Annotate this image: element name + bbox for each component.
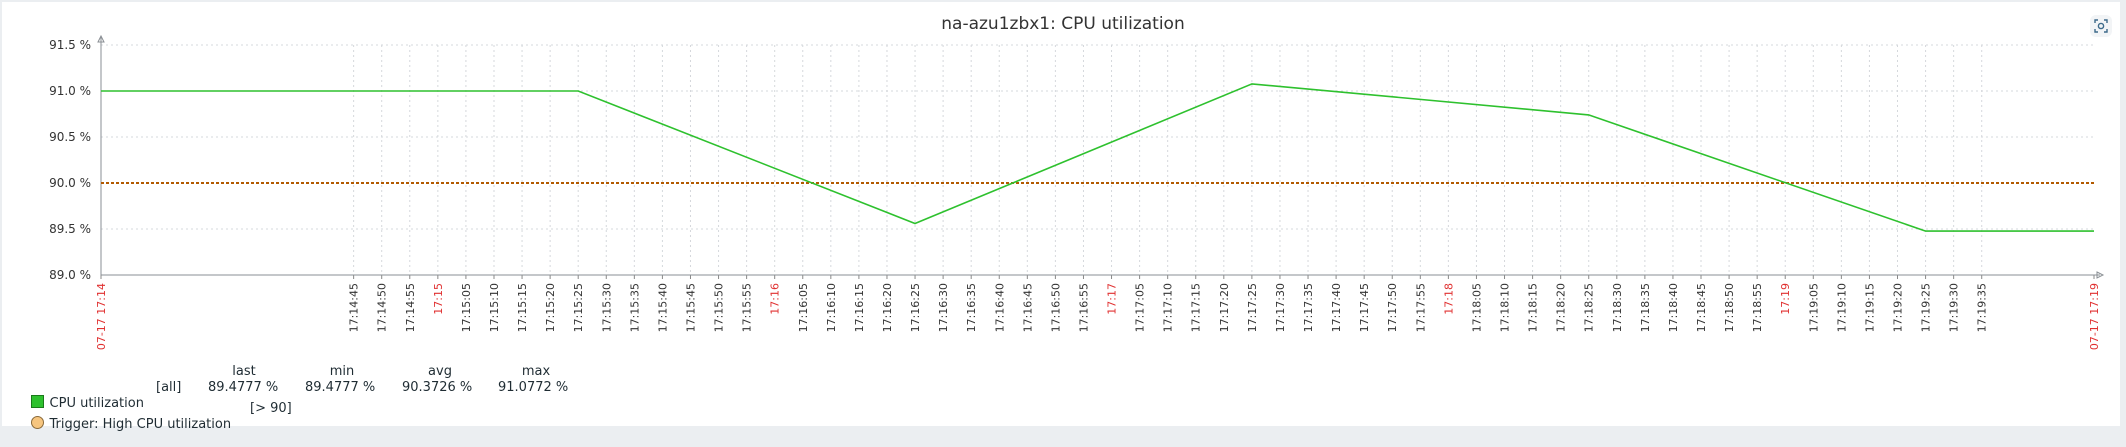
x-tick-label: 17:15:15 bbox=[516, 283, 529, 332]
x-tick-label: 17:14:55 bbox=[404, 283, 417, 332]
x-tick-label: 17:16:10 bbox=[825, 283, 838, 332]
screenshot-icon bbox=[2094, 19, 2108, 33]
x-tick-label: 17:17:55 bbox=[1414, 283, 1427, 332]
chart-title: na-azu1zbx1: CPU utilization bbox=[941, 14, 1185, 34]
x-tick-label: 17:17:40 bbox=[1330, 283, 1343, 332]
x-tick-label: 17:15:25 bbox=[572, 283, 585, 332]
y-tick-label: 90.5 % bbox=[49, 130, 91, 144]
x-tick-label: 17:18:15 bbox=[1527, 283, 1540, 332]
x-tick-label: 17:19:30 bbox=[1948, 283, 1961, 332]
x-tick-label: 17:16:30 bbox=[937, 283, 950, 332]
x-tick-label: 17:18:30 bbox=[1611, 283, 1624, 332]
legend-header-max: max bbox=[521, 364, 551, 379]
x-tick-label: 17:19:15 bbox=[1863, 283, 1876, 332]
legend-header-last: last bbox=[232, 364, 256, 379]
x-tick-label: 17:17 bbox=[1106, 283, 1119, 315]
series-line-cpu-utilization bbox=[101, 83, 2094, 232]
x-tick-label: 17:18:50 bbox=[1723, 283, 1736, 332]
x-tick-label: 07-17 17:14 bbox=[95, 283, 108, 350]
series-color-swatch bbox=[30, 395, 44, 408]
x-tick-label: 17:19:10 bbox=[1835, 283, 1848, 332]
legend-header-avg: avg bbox=[428, 364, 452, 379]
y-tick-label: 91.5 % bbox=[49, 38, 91, 52]
x-tick-label: 17:15:55 bbox=[741, 283, 754, 332]
x-tick-label: 17:16:05 bbox=[797, 283, 810, 332]
x-tick-label: 17:19:05 bbox=[1807, 283, 1820, 332]
x-tick-label: 17:15:10 bbox=[488, 283, 501, 332]
x-tick-label: 17:17:35 bbox=[1302, 283, 1315, 332]
legend-trigger-name: Trigger: High CPU utilization bbox=[49, 417, 232, 432]
x-axis-arrow bbox=[2096, 271, 2105, 279]
x-tick-label: 17:18:35 bbox=[1639, 283, 1652, 332]
y-tick-label: 90.0 % bbox=[49, 176, 91, 190]
x-tick-label: 17:15:50 bbox=[713, 283, 726, 332]
x-tick-label: 17:17:25 bbox=[1246, 283, 1259, 332]
x-tick-label: 17:15:40 bbox=[656, 283, 669, 332]
screenshot-button[interactable] bbox=[2090, 15, 2112, 37]
legend-series-name: CPU utilization bbox=[49, 396, 144, 411]
x-tick-label: 07-17 17:19 bbox=[2088, 283, 2101, 350]
cpu-utilization-chart: 91.5 % 91.0 % 90.5 % 90.0 % 89.5 % 89.0 % 07-1… bbox=[49, 34, 2105, 350]
legend-row-trigger: Trigger: High CPU utilization bbox=[14, 401, 231, 447]
legend-series-last: 89.4777 % bbox=[208, 380, 279, 395]
y-tick-label: 89.5 % bbox=[49, 222, 91, 236]
x-tick-label: 17:18:45 bbox=[1695, 283, 1708, 332]
x-tick-label: 17:19:25 bbox=[1920, 283, 1933, 332]
y-axis-arrow bbox=[97, 34, 105, 43]
x-tick-label: 17:16:25 bbox=[909, 283, 922, 332]
x-tick-label: 17:19:20 bbox=[1892, 283, 1905, 332]
legend-trigger-condition: [> 90] bbox=[250, 401, 292, 416]
x-tick-label: 17:16:20 bbox=[881, 283, 894, 332]
legend-series-avg: 90.3726 % bbox=[402, 380, 473, 395]
x-tick-label: 17:18:10 bbox=[1499, 283, 1512, 332]
x-tick-label: 17:16:50 bbox=[1049, 283, 1062, 332]
legend-header-min: min bbox=[329, 364, 355, 379]
graph-panel bbox=[2, 2, 2120, 426]
x-tick-label: 17:18 bbox=[1442, 283, 1455, 315]
y-tick-label: 89.0 % bbox=[49, 268, 91, 282]
x-tick-label: 17:18:05 bbox=[1470, 283, 1483, 332]
x-tick-label: 17:16 bbox=[769, 283, 782, 315]
legend-series-max: 91.0772 % bbox=[498, 380, 569, 395]
x-tick-label: 17:16:55 bbox=[1077, 283, 1090, 332]
x-tick-label: 17:17:15 bbox=[1190, 283, 1203, 332]
x-tick-label: 17:16:45 bbox=[1021, 283, 1034, 332]
x-tick-label: 17:19:35 bbox=[1976, 283, 1989, 332]
x-tick-label: 17:18:55 bbox=[1751, 283, 1764, 332]
x-tick-label: 17:18:25 bbox=[1583, 283, 1596, 332]
x-tick-label: 17:15:30 bbox=[600, 283, 613, 332]
x-tick-label: 17:18:20 bbox=[1555, 283, 1568, 332]
x-tick-label: 17:17:45 bbox=[1358, 283, 1371, 332]
x-tick-label: 17:16:35 bbox=[965, 283, 978, 332]
x-tick-label: 17:17:20 bbox=[1218, 283, 1231, 332]
x-tick-label: 17:19 bbox=[1779, 283, 1792, 315]
x-tick-label: 17:14:50 bbox=[376, 283, 389, 332]
x-tick-label: 17:14:45 bbox=[348, 283, 361, 332]
x-tick-label: 17:15 bbox=[432, 283, 445, 315]
x-tick-label: 17:15:20 bbox=[544, 283, 557, 332]
x-tick-label: 17:16:40 bbox=[993, 283, 1006, 332]
x-tick-label: 17:15:35 bbox=[628, 283, 641, 332]
legend-series-min: 89.4777 % bbox=[305, 380, 376, 395]
x-tick-label: 17:17:50 bbox=[1386, 283, 1399, 332]
x-tick-label: 17:17:30 bbox=[1274, 283, 1287, 332]
trigger-color-swatch bbox=[30, 416, 44, 429]
x-tick-label: 17:16:15 bbox=[853, 283, 866, 332]
x-tick-label: 17:18:40 bbox=[1667, 283, 1680, 332]
x-tick-label: 17:15:05 bbox=[460, 283, 473, 332]
legend-series-func: [all] bbox=[156, 380, 182, 395]
x-tick-label: 17:17:05 bbox=[1134, 283, 1147, 332]
x-tick-label: 17:15:45 bbox=[684, 283, 697, 332]
x-tick-label: 17:17:10 bbox=[1162, 283, 1175, 332]
legend-row-series: CPU utilization bbox=[14, 380, 144, 426]
y-tick-label: 91.0 % bbox=[49, 84, 91, 98]
